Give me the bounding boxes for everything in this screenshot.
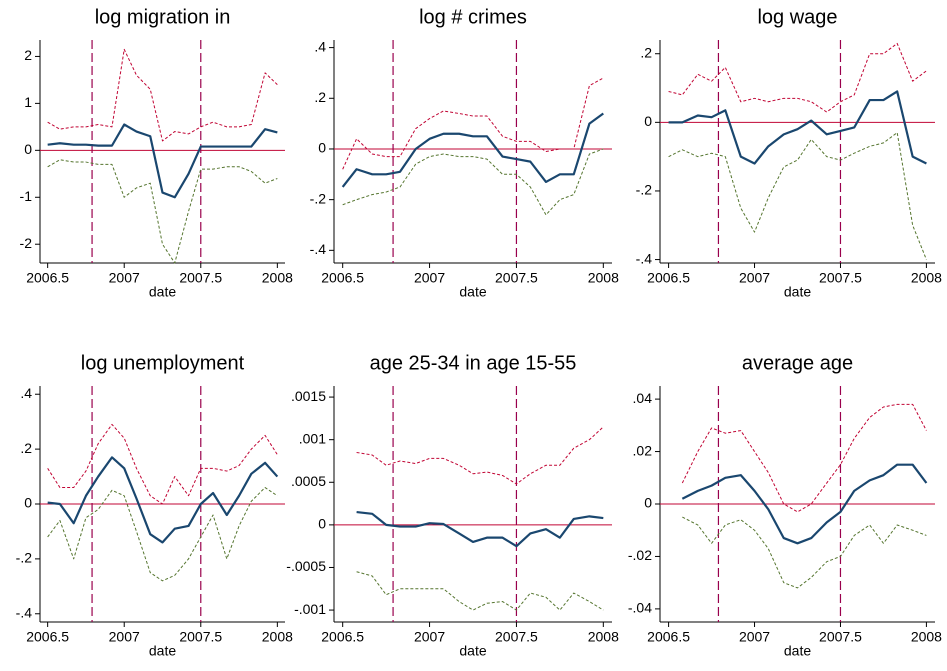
- y-tick-label: -.2: [636, 182, 653, 198]
- x-axis-label: date: [459, 643, 486, 659]
- y-tick-label: -.0005: [286, 558, 326, 574]
- x-tick-label: 2007.5: [495, 270, 538, 286]
- x-tick-label: 2007.5: [819, 629, 862, 645]
- y-tick-label: .2: [314, 89, 326, 105]
- y-tick-label: .0005: [291, 473, 326, 489]
- x-tick-label: 2008: [588, 629, 619, 645]
- series-line: [356, 426, 604, 485]
- series-line: [47, 48, 278, 142]
- y-tick-label: 0: [318, 140, 326, 156]
- panel: log unemployment -.4 -.2 0 .2 .4 2006.5 2007 200…: [16, 352, 293, 658]
- y-tick-label: .4: [314, 38, 326, 54]
- series-line: [356, 510, 604, 548]
- y-tick-label: -.02: [628, 547, 652, 563]
- series-line: [668, 132, 927, 260]
- x-axis-label: date: [149, 284, 176, 300]
- series-line: [681, 463, 928, 545]
- panel: age 25-34 in age 15-55 -.001 -.0005 0 .0005.…: [286, 352, 619, 658]
- panel: log # crimes -.4 -.2 0 .2 .4 2006.5 2007 2007.5 2…: [310, 6, 619, 299]
- panel-title: log unemployment: [81, 352, 245, 374]
- y-tick-label: 2: [24, 47, 32, 63]
- series-line: [47, 423, 278, 505]
- series-line: [342, 77, 604, 170]
- x-tick-label: 2008: [911, 270, 942, 286]
- y-tick-label: 0: [644, 113, 652, 129]
- series-line: [47, 456, 279, 544]
- x-axis-label: date: [784, 284, 811, 300]
- x-tick-label: 2008: [262, 629, 293, 645]
- series-line: [47, 159, 278, 264]
- y-tick-label: .0015: [291, 388, 326, 404]
- panel-title: log wage: [757, 6, 837, 28]
- x-tick-label: 2008: [262, 270, 293, 286]
- y-tick-label: -.4: [636, 250, 653, 266]
- y-tick-label: -.04: [628, 600, 652, 616]
- x-tick-label: 2007: [109, 629, 140, 645]
- x-tick-label: 2007.5: [495, 629, 538, 645]
- y-tick-label: -1: [20, 188, 33, 204]
- y-tick-label: -2: [20, 235, 33, 251]
- y-tick-label: 0: [24, 141, 32, 157]
- y-tick-label: .02: [633, 442, 653, 458]
- series-line: [47, 123, 278, 199]
- y-tick-label: -.4: [16, 604, 33, 620]
- x-tick-label: 2007: [414, 629, 445, 645]
- y-tick-label: .04: [633, 390, 653, 406]
- y-tick-label: 0: [644, 495, 652, 511]
- series-line: [356, 571, 604, 611]
- panel: log migration in -2 -1 0 1 2 2006.5 2007 2007.5 2…: [20, 6, 294, 299]
- panel-title: age 25-34 in age 15-55: [370, 352, 577, 374]
- x-tick-label: 2007: [739, 270, 770, 286]
- x-tick-label: 2006.5: [647, 629, 690, 645]
- series-line: [47, 487, 278, 582]
- series-line: [342, 148, 604, 216]
- x-tick-label: 2007.5: [819, 270, 862, 286]
- x-tick-label: 2008: [588, 270, 619, 286]
- panel-title: log migration in: [95, 6, 231, 28]
- panel-title: average age: [742, 352, 853, 374]
- y-tick-label: 0: [318, 516, 326, 532]
- panel: average age -.04 -.02 0 .02 .04 2006.5 2007 2007…: [628, 352, 942, 658]
- x-tick-label: 2007: [109, 270, 140, 286]
- y-tick-label: .2: [20, 440, 32, 456]
- y-tick-label: -.2: [310, 190, 327, 206]
- y-tick-label: -.4: [310, 241, 327, 257]
- x-tick-label: 2006.5: [321, 270, 364, 286]
- x-tick-label: 2006.5: [321, 629, 364, 645]
- x-tick-label: 2007: [414, 270, 445, 286]
- x-tick-label: 2007.5: [179, 270, 222, 286]
- y-tick-label: -.2: [16, 550, 33, 566]
- x-axis-label: date: [459, 284, 486, 300]
- panel-title: log # crimes: [419, 6, 527, 28]
- x-axis-label: date: [784, 643, 811, 659]
- x-tick-label: 2008: [911, 629, 942, 645]
- panel: log wage -.4 -.2 0 .2 2006.5 2007 2007.5 2008 dat…: [636, 6, 943, 299]
- y-tick-label: 0: [24, 495, 32, 511]
- y-tick-label: .4: [20, 385, 32, 401]
- y-tick-label: .001: [299, 430, 326, 446]
- series-line: [341, 112, 604, 188]
- series-line: [681, 403, 927, 513]
- y-tick-label: -.001: [294, 601, 326, 617]
- x-axis-label: date: [149, 643, 176, 659]
- y-tick-label: .2: [640, 44, 652, 60]
- series-line: [668, 90, 927, 165]
- series-line: [682, 516, 927, 589]
- series-line: [668, 42, 927, 113]
- x-tick-label: 2007: [739, 629, 770, 645]
- x-tick-label: 2007.5: [179, 629, 222, 645]
- x-tick-label: 2006.5: [647, 270, 690, 286]
- x-tick-label: 2006.5: [26, 270, 69, 286]
- x-tick-label: 2006.5: [26, 629, 69, 645]
- y-tick-label: 1: [24, 94, 32, 110]
